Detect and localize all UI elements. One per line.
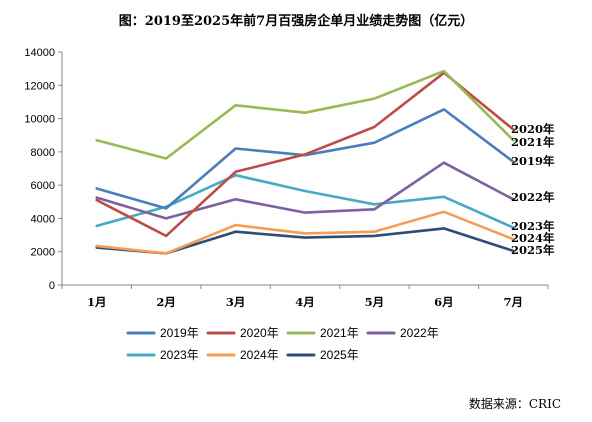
series-line-2021: [95, 69, 515, 160]
y-tick-label: 2000: [31, 247, 55, 259]
legend-label-2025: 2025年: [320, 348, 359, 362]
end-label-2020: 2020年: [511, 122, 555, 136]
x-tick-label: 7月: [504, 295, 524, 309]
y-tick-label: 6000: [31, 180, 55, 192]
x-tick-label: 4月: [295, 295, 315, 309]
legend-label-2021: 2021年: [320, 326, 359, 340]
legend-label-2020: 2020年: [240, 326, 279, 340]
chart-title: 图：2019至2025年前7月百强房企单月业绩走势图（亿元）: [119, 13, 473, 29]
end-label-2019: 2019年: [511, 154, 555, 168]
series-line-2023: [95, 173, 515, 229]
x-tick-label: 6月: [434, 295, 454, 309]
legend-label-2023: 2023年: [160, 348, 199, 362]
source-note: 数据来源：CRIC: [469, 396, 561, 411]
x-tick-label: 5月: [365, 295, 385, 309]
y-tick-label: 10000: [24, 114, 55, 126]
x-tick-label: 2月: [156, 295, 176, 309]
y-tick-label: 8000: [31, 147, 55, 159]
series-line-2024: [95, 210, 515, 255]
y-tick-label: 4000: [31, 213, 55, 225]
y-tick-label: 12000: [24, 80, 55, 92]
y-tick-label: 14000: [24, 47, 55, 59]
series-line-2019: [95, 108, 515, 210]
end-label-2022: 2022年: [511, 190, 555, 204]
y-tick-label: 0: [49, 280, 55, 292]
x-tick-label: 1月: [87, 295, 107, 309]
x-tick-label: 3月: [226, 295, 246, 309]
legend-label-2022: 2022年: [400, 326, 439, 340]
end-label-2023: 2023年: [511, 219, 555, 233]
end-label-2025: 2025年: [511, 243, 555, 257]
legend: 2019年 2020年 2021年 2022年 2023年 2024年 2025年: [126, 326, 439, 362]
series-layer: [95, 69, 515, 255]
series-line-2022: [95, 161, 515, 220]
legend-label-2024: 2024年: [240, 348, 279, 362]
end-label-2021: 2021年: [511, 135, 555, 149]
end-label-2024: 2024年: [511, 231, 555, 245]
axes: 0 2000 4000 6000 8000 10000 12000 14000 1月 2月 3月 4月…: [24, 47, 549, 309]
legend-label-2019: 2019年: [160, 326, 199, 340]
